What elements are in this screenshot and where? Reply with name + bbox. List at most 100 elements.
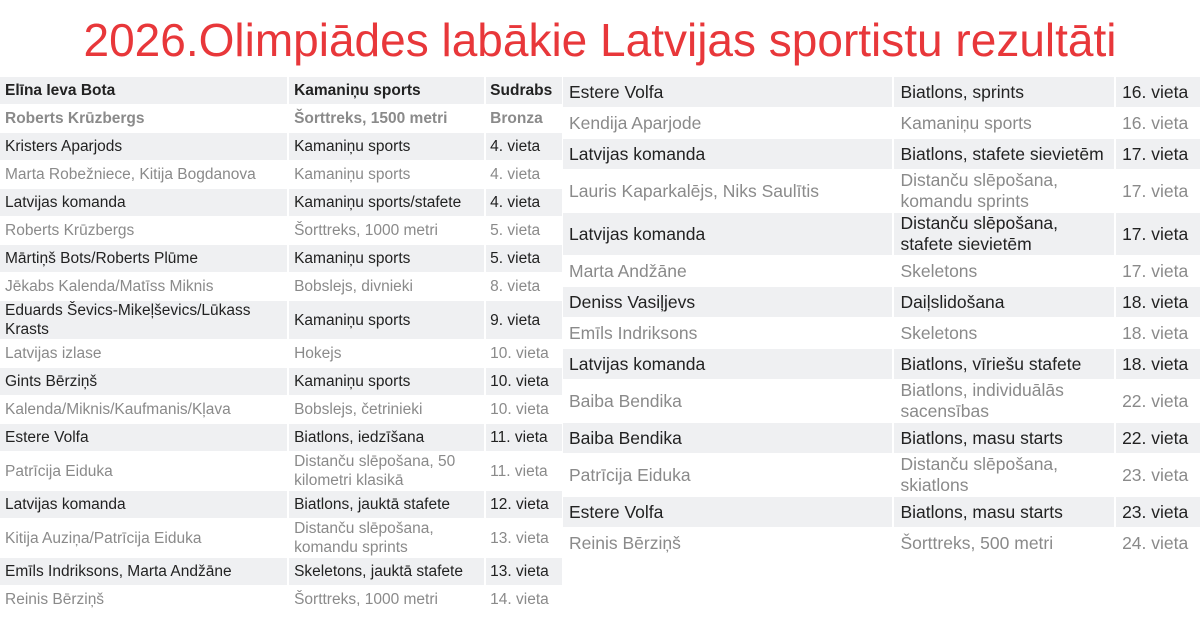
athlete-cell: Latvijas komanda	[0, 491, 288, 518]
sport-cell: Distanču slēpošana, 50 kilometri klasikā	[289, 452, 485, 490]
table-row: Latvijas komanda Kamaniņu sports/stafete 4…	[0, 189, 562, 216]
result-cell: 18. vieta	[1116, 318, 1200, 348]
result-cell: 22. vieta	[1116, 380, 1200, 422]
sport-cell: Distanču slēpošana, komandu sprints	[894, 170, 1115, 212]
result-cell: Sudrabs	[486, 77, 562, 104]
result-cell: 17. vieta	[1116, 170, 1200, 212]
table-row: Deniss Vasiļjevs Daiļslidošana 18. vieta	[563, 287, 1200, 317]
sport-cell: Biatlons, stafete sievietēm	[894, 139, 1115, 169]
sport-cell: Daiļslidošana	[894, 287, 1115, 317]
athlete-cell: Marta Andžāne	[563, 256, 893, 286]
sport-cell: Kamaniņu sports	[289, 245, 485, 272]
athlete-cell: Kitija Auziņa/Patrīcija Eiduka	[0, 519, 288, 557]
table-row: Latvijas komanda Biatlons, jauktā stafete…	[0, 491, 562, 518]
athlete-cell: Reinis Bērziņš	[563, 528, 893, 558]
table-row: Estere Volfa Biatlons, masu starts 23. vie…	[563, 497, 1200, 527]
athlete-cell: Baiba Bendika	[563, 380, 893, 422]
result-cell: 5. vieta	[486, 245, 562, 272]
table-row: Latvijas komanda Biatlons, stafete sievie…	[563, 139, 1200, 169]
athlete-cell: Roberts Krūzbergs	[0, 217, 288, 244]
sport-cell: Kamaniņu sports	[289, 161, 485, 188]
table-row: Baiba Bendika Biatlons, masu starts 22. vi…	[563, 423, 1200, 453]
table-row: Eduards Ševics-Mikeļševics/Lūkass Krasts…	[0, 301, 562, 339]
table-row: Latvijas izlase Hokejs 10. vieta	[0, 340, 562, 367]
table-row: Reinis Bērziņš Šorttreks, 500 metri 24. vi…	[563, 528, 1200, 558]
result-cell: 9. vieta	[486, 301, 562, 339]
sport-cell: Kamaniņu sports	[289, 133, 485, 160]
result-cell: 4. vieta	[486, 161, 562, 188]
result-cell: 4. vieta	[486, 133, 562, 160]
athlete-cell: Estere Volfa	[563, 77, 893, 107]
sport-cell: Biatlons, masu starts	[894, 497, 1115, 527]
athlete-cell: Estere Volfa	[0, 424, 288, 451]
result-cell: 16. vieta	[1116, 77, 1200, 107]
athlete-cell: Mārtiņš Bots/Roberts Plūme	[0, 245, 288, 272]
athlete-cell: Deniss Vasiļjevs	[563, 287, 893, 317]
athlete-cell: Estere Volfa	[563, 497, 893, 527]
sport-cell: Biatlons, vīriešu stafete	[894, 349, 1115, 379]
table-row: Kristers Aparjods Kamaniņu sports 4. vieta	[0, 133, 562, 160]
athlete-cell: Reinis Bērziņš	[0, 586, 288, 613]
result-cell: 8. vieta	[486, 273, 562, 300]
sport-cell: Biatlons, jauktā stafete	[289, 491, 485, 518]
result-cell: 12. vieta	[486, 491, 562, 518]
table-row: Gints Bērziņš Kamaniņu sports 10. vieta	[0, 368, 562, 395]
result-cell: 17. vieta	[1116, 213, 1200, 255]
athlete-cell: Gints Bērziņš	[0, 368, 288, 395]
sport-cell: Skeletons	[894, 256, 1115, 286]
sport-cell: Biatlons, masu starts	[894, 423, 1115, 453]
result-cell: 13. vieta	[486, 519, 562, 557]
athlete-cell: Eduards Ševics-Mikeļševics/Lūkass Krasts	[0, 301, 288, 339]
table-row: Kalenda/Miknis/Kaufmanis/Kļava Bobslejs, …	[0, 396, 562, 423]
sport-cell: Šorttreks, 1000 metri	[289, 217, 485, 244]
table-row: Latvijas komanda Distanču slēpošana, staf…	[563, 213, 1200, 255]
sport-cell: Bobslejs, četrinieki	[289, 396, 485, 423]
result-cell: 17. vieta	[1116, 139, 1200, 169]
athlete-cell: Kendija Aparjode	[563, 108, 893, 138]
sport-cell: Distanču slēpošana, komandu sprints	[289, 519, 485, 557]
sport-cell: Biatlons, iedzīšana	[289, 424, 485, 451]
result-cell: 13. vieta	[486, 558, 562, 585]
result-cell: 16. vieta	[1116, 108, 1200, 138]
result-cell: 10. vieta	[486, 396, 562, 423]
table-row: Patrīcija Eiduka Distanču slēpošana, skia…	[563, 454, 1200, 496]
table-row: Reinis Bērziņš Šorttreks, 1000 metri 14. v…	[0, 586, 562, 613]
result-cell: 5. vieta	[486, 217, 562, 244]
sport-cell: Šorttreks, 500 metri	[894, 528, 1115, 558]
result-cell: Bronza	[486, 105, 562, 132]
result-cell: 17. vieta	[1116, 256, 1200, 286]
sport-cell: Biatlons, sprints	[894, 77, 1115, 107]
athlete-cell: Baiba Bendika	[563, 423, 893, 453]
table-row: Kendija Aparjode Kamaniņu sports 16. vieta	[563, 108, 1200, 138]
athlete-cell: Latvijas komanda	[563, 139, 893, 169]
athlete-cell: Emīls Indriksons	[563, 318, 893, 348]
athlete-cell: Latvijas izlase	[0, 340, 288, 367]
athlete-cell: Roberts Krūzbergs	[0, 105, 288, 132]
table-row: Roberts Krūzbergs Šorttreks, 1000 metri 5.…	[0, 217, 562, 244]
athlete-cell: Marta Robežniece, Kitija Bogdanova	[0, 161, 288, 188]
result-cell: 24. vieta	[1116, 528, 1200, 558]
result-cell: 10. vieta	[486, 368, 562, 395]
athlete-cell: Kalenda/Miknis/Kaufmanis/Kļava	[0, 396, 288, 423]
table-row: Mārtiņš Bots/Roberts Plūme Kamaniņu sport…	[0, 245, 562, 272]
table-row: Baiba Bendika Biatlons, individuālās sace…	[563, 380, 1200, 422]
result-cell: 4. vieta	[486, 189, 562, 216]
athlete-cell: Latvijas komanda	[563, 213, 893, 255]
page-title: 2026.Olimpiādes labākie Latvijas sportis…	[83, 14, 1117, 66]
athlete-cell: Lauris Kaparkalējs, Niks Saulītis	[563, 170, 893, 212]
sport-cell: Šorttreks, 1500 metri	[289, 105, 485, 132]
table-row: Jēkabs Kalenda/Matīss Miknis Bobslejs, di…	[0, 273, 562, 300]
result-cell: 23. vieta	[1116, 497, 1200, 527]
sport-cell: Kamaniņu sports	[289, 368, 485, 395]
athlete-cell: Latvijas komanda	[563, 349, 893, 379]
table-header-row: Elīna Ieva Bota Kamaniņu sports Sudrabs	[0, 77, 562, 104]
table-row: Marta Andžāne Skeletons 17. vieta	[563, 256, 1200, 286]
sport-cell: Kamaniņu sports	[894, 108, 1115, 138]
athlete-cell: Latvijas komanda	[0, 189, 288, 216]
sport-cell: Biatlons, individuālās sacensības	[894, 380, 1115, 422]
table-row: Emīls Indriksons, Marta Andžāne Skeletons…	[0, 558, 562, 585]
sport-cell: Kamaniņu sports	[289, 77, 485, 104]
table-row: Estere Volfa Biatlons, iedzīšana 11. vieta	[0, 424, 562, 451]
result-cell: 22. vieta	[1116, 423, 1200, 453]
result-cell: 10. vieta	[486, 340, 562, 367]
